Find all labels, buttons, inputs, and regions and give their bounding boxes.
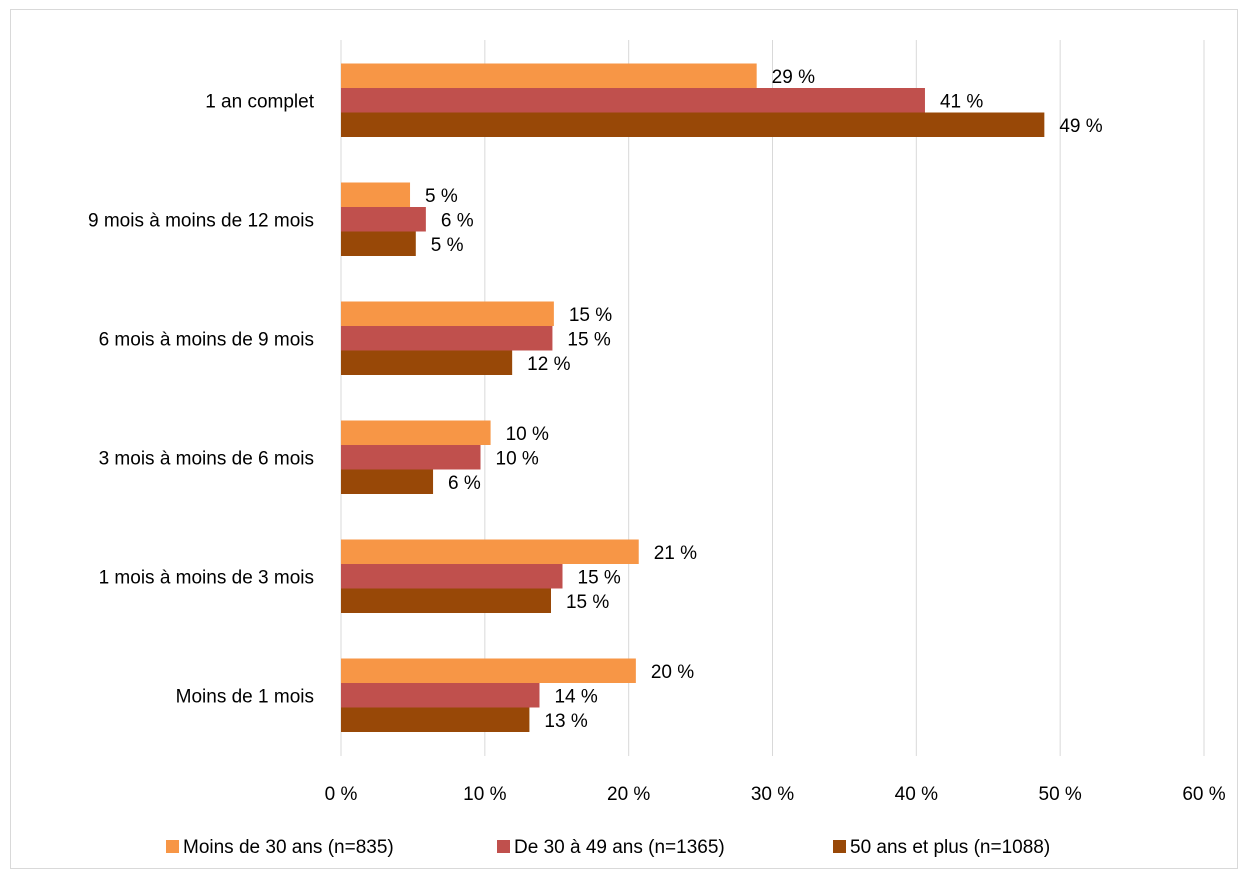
x-tick-label: 60 % <box>1182 784 1225 805</box>
x-tick-labels: 0 % 10 % 20 % 30 % 40 % 50 % 60 % <box>325 784 1226 805</box>
data-label: 13 % <box>544 711 587 732</box>
data-labels: 29 % 41 % 49 % 5 % 6 % 5 % 15 % 15 % 12 % 10 % 10 … <box>425 67 1103 732</box>
data-label: 15 % <box>578 567 621 588</box>
bar <box>341 63 757 88</box>
bars <box>341 63 1045 732</box>
bar <box>341 301 554 326</box>
category-label: 1 mois à moins de 3 mois <box>99 567 314 588</box>
bar <box>341 326 553 351</box>
bar <box>341 231 416 256</box>
bar <box>341 445 481 470</box>
legend-entry: 50 ans et plus (n=1088) <box>850 837 1050 858</box>
data-label: 10 % <box>506 424 549 445</box>
bar <box>341 469 434 494</box>
bar <box>341 207 426 232</box>
bar <box>341 539 639 564</box>
legend-entry: Moins de 30 ans (n=835) <box>183 837 394 858</box>
x-tick-label: 20 % <box>607 784 650 805</box>
category-labels: 1 an complet 9 mois à moins de 12 mois 6 m… <box>88 91 315 707</box>
bar <box>341 683 540 708</box>
data-label: 6 % <box>441 210 474 231</box>
bar <box>341 658 636 683</box>
category-label: 6 mois à moins de 9 mois <box>99 329 314 350</box>
legend-entry: De 30 à 49 ans (n=1365) <box>514 837 725 858</box>
chart-frame <box>10 9 1238 869</box>
legend-swatch <box>497 840 510 853</box>
legend: Moins de 30 ans (n=835) De 30 à 49 ans (n… <box>166 837 1050 858</box>
x-tick-label: 40 % <box>895 784 938 805</box>
x-tick-label: 0 % <box>325 784 358 805</box>
bar <box>341 707 530 732</box>
bar <box>341 182 411 207</box>
data-label: 5 % <box>431 235 464 256</box>
category-label: Moins de 1 mois <box>176 686 314 707</box>
bar <box>341 88 925 113</box>
data-label: 14 % <box>554 686 597 707</box>
data-label: 12 % <box>527 354 570 375</box>
data-label: 6 % <box>448 473 481 494</box>
data-label: 41 % <box>940 91 983 112</box>
category-label: 9 mois à moins de 12 mois <box>88 210 314 231</box>
data-label: 15 % <box>567 329 610 350</box>
legend-swatch <box>166 840 179 853</box>
category-label: 1 an complet <box>205 91 315 112</box>
legend-swatch <box>833 840 846 853</box>
data-label: 10 % <box>496 448 539 469</box>
data-label: 49 % <box>1059 116 1102 137</box>
bar <box>341 564 563 589</box>
bar <box>341 350 513 375</box>
x-tick-label: 30 % <box>751 784 794 805</box>
x-tick-label: 10 % <box>463 784 506 805</box>
data-label: 5 % <box>425 186 458 207</box>
data-label: 20 % <box>651 662 694 683</box>
bar <box>341 112 1045 137</box>
data-label: 15 % <box>566 592 609 613</box>
bar <box>341 588 551 613</box>
data-label: 21 % <box>654 543 697 564</box>
category-label: 3 mois à moins de 6 mois <box>99 448 314 469</box>
x-tick-label: 50 % <box>1039 784 1082 805</box>
gridlines <box>340 40 1205 756</box>
data-label: 29 % <box>772 67 815 88</box>
data-label: 15 % <box>569 305 612 326</box>
bar <box>341 420 491 445</box>
